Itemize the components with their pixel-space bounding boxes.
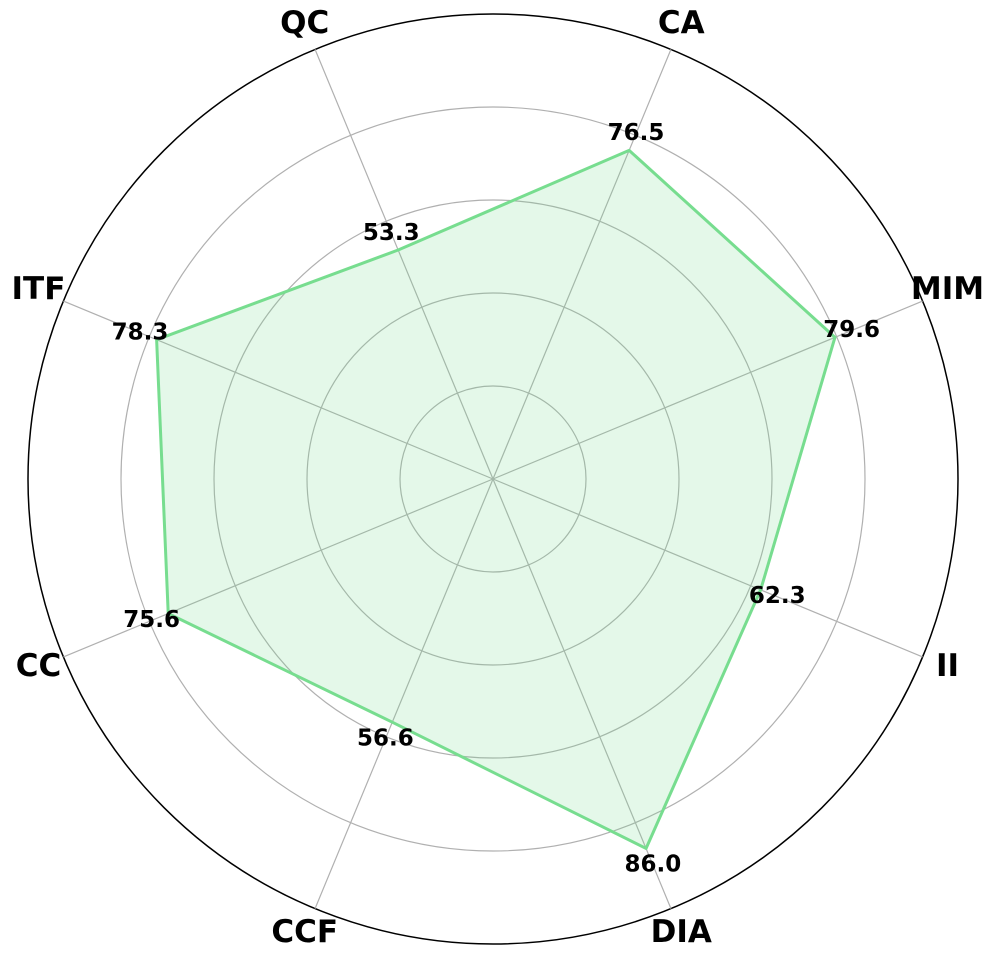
grid-circle — [399, 385, 587, 573]
spoke — [492, 478, 672, 909]
value-label: 53.3 — [363, 220, 420, 246]
category-label: QC — [280, 5, 329, 41]
value-label: 78.3 — [112, 319, 169, 345]
outer-circle — [27, 13, 959, 945]
value-label: 76.5 — [608, 120, 665, 146]
spoke — [492, 49, 672, 480]
value-label: 75.6 — [123, 607, 180, 633]
grid-circle — [120, 106, 866, 852]
spoke — [63, 300, 494, 480]
spoke — [492, 300, 923, 480]
grid-circle — [306, 292, 680, 666]
category-label: II — [936, 648, 959, 684]
radar-area — [155, 148, 837, 850]
category-label: CC — [16, 648, 62, 684]
value-label: 86.0 — [625, 852, 682, 878]
value-label: 56.6 — [357, 725, 414, 751]
spoke — [314, 478, 494, 909]
category-label: DIA — [651, 914, 712, 950]
value-label: 79.6 — [823, 317, 880, 343]
category-label: MIM — [911, 271, 984, 307]
grid-circle — [213, 199, 773, 759]
spoke — [492, 478, 923, 658]
spoke — [314, 49, 494, 480]
category-label: ITF — [12, 271, 66, 307]
spoke — [63, 478, 494, 658]
category-label: CCF — [271, 914, 338, 950]
category-label: CA — [658, 5, 705, 41]
value-label: 62.3 — [749, 583, 806, 609]
